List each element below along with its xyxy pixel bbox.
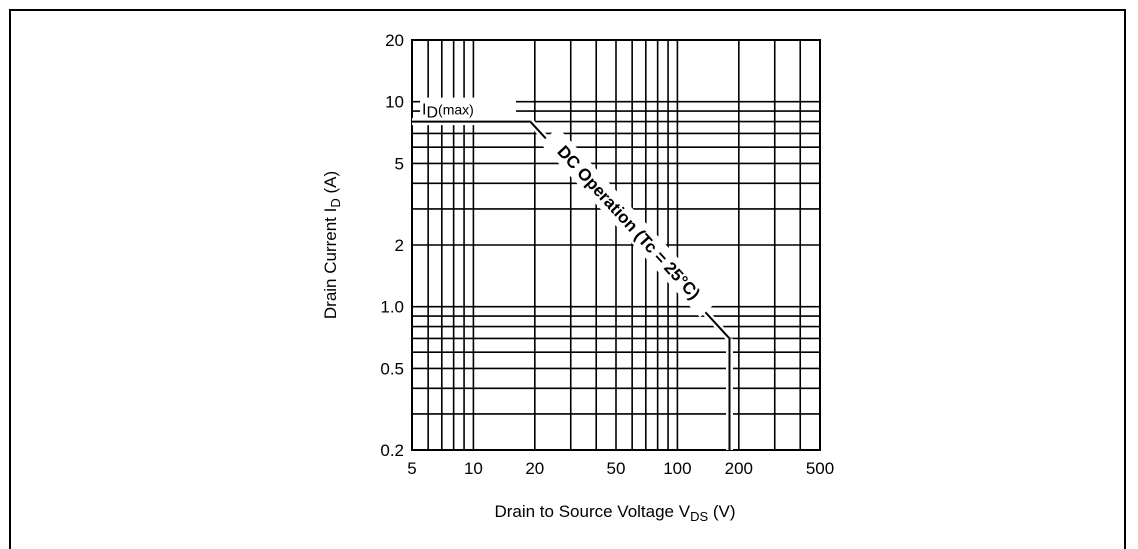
x-tick-label: 500 xyxy=(806,459,834,478)
id-max-label: ID(max) xyxy=(422,102,474,122)
plot-border xyxy=(411,39,821,451)
y-tick-label: 0.2 xyxy=(380,441,404,460)
dc-operation-label-group: DC Operation (Tc = 25°C) xyxy=(540,127,718,318)
id-max-label-bg xyxy=(420,97,517,120)
y-tick-label: 20 xyxy=(385,31,404,50)
x-tick-label: 20 xyxy=(525,459,544,478)
x-tick-label: 50 xyxy=(607,459,626,478)
x-tick-label: 10 xyxy=(464,459,483,478)
y-tick-label: 1.0 xyxy=(380,298,404,317)
x-axis-label: Drain to Source Voltage VDS (V) xyxy=(494,502,735,524)
x-tick-label: 100 xyxy=(663,459,691,478)
y-tick-label: 2 xyxy=(395,236,404,255)
y-tick-label: 5 xyxy=(395,154,404,173)
dc-operation-label: DC Operation (Tc = 25°C) xyxy=(553,142,703,303)
x-tick-label: 200 xyxy=(725,459,753,478)
x-tick-label: 5 xyxy=(407,459,416,478)
figure-frame xyxy=(9,9,1126,549)
y-tick-label: 0.5 xyxy=(380,359,404,378)
y-tick-label: 10 xyxy=(385,93,404,112)
y-axis-label: Drain Current ID (A) xyxy=(321,171,343,319)
dc-operation-label-bg xyxy=(540,127,718,318)
